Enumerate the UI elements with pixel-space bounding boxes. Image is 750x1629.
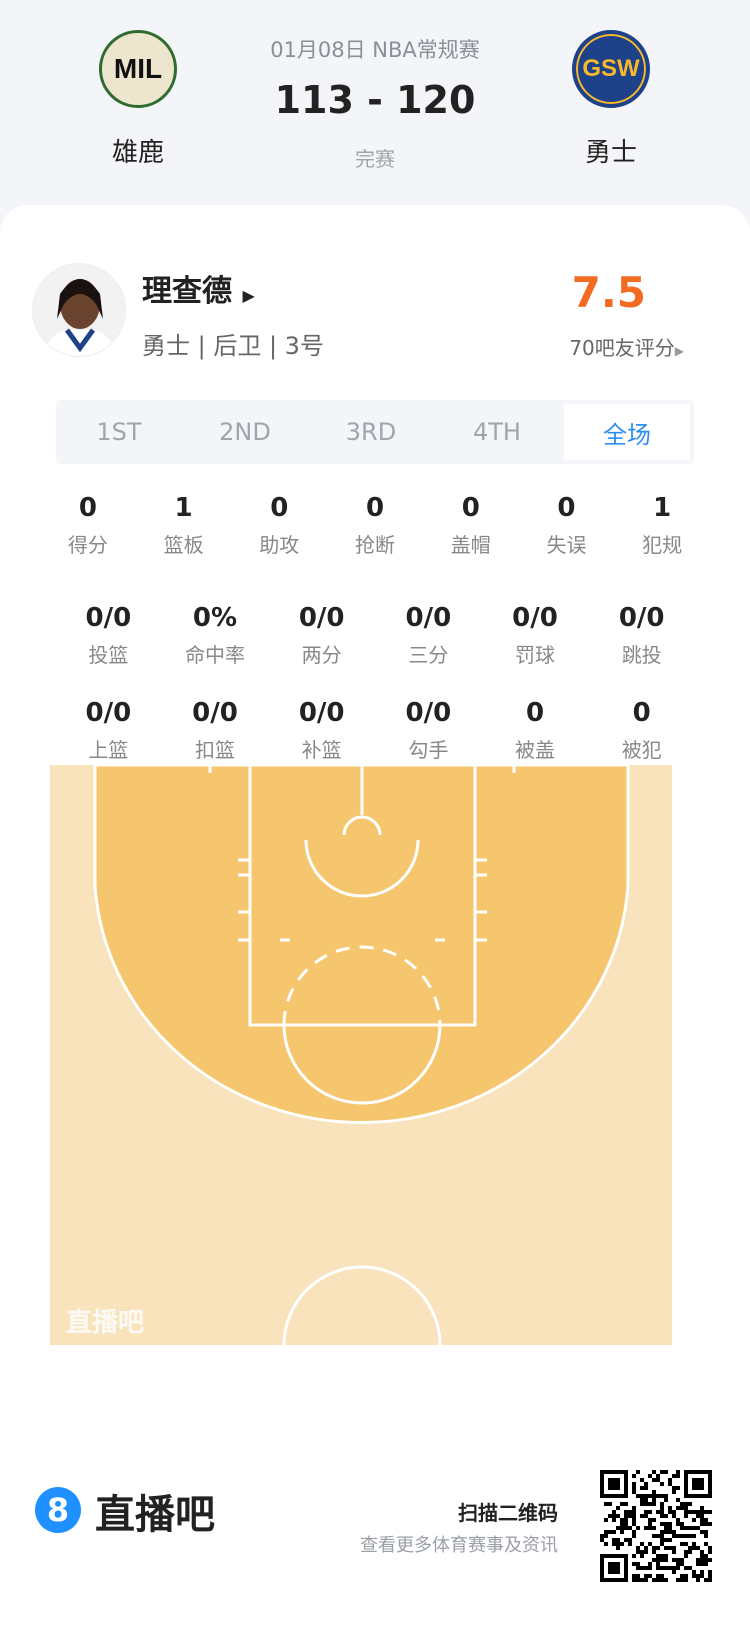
stat-label: 被犯 <box>621 738 662 762</box>
stat-dunk: 0/0 扣篮 <box>162 698 269 763</box>
shot-chart-court: 直播吧 <box>50 765 672 1345</box>
match-status: 完赛 <box>355 147 395 171</box>
stat-value: 0 <box>557 493 576 523</box>
player-rating: 7.5 <box>571 268 646 317</box>
stat-2pt: 0/0 两分 <box>268 603 375 668</box>
brand-logo-icon: 8 <box>35 1487 81 1533</box>
stat-label: 被盖 <box>515 738 556 762</box>
tab-1st[interactable]: 1ST <box>96 418 142 446</box>
stat-label: 得分 <box>67 533 108 557</box>
stats-row-shot-types: 0/0 上篮 0/0 扣篮 0/0 补篮 0/0 勾手 0 被盖 0 被犯 <box>55 698 695 763</box>
tab-4th[interactable]: 4TH <box>473 418 521 446</box>
stat-value: 0/0 <box>192 698 238 728</box>
stat-blocks: 0 盖帽 <box>423 493 519 558</box>
away-team-name[interactable]: 勇士 <box>584 138 637 168</box>
stat-value: 0/0 <box>85 603 132 633</box>
tab-2nd[interactable]: 2ND <box>219 418 271 446</box>
stat-value: 0/0 <box>512 603 558 633</box>
stat-label: 跳投 <box>621 643 662 667</box>
gsw-team-logo[interactable]: GSW <box>572 30 650 108</box>
stat-label: 犯规 <box>642 533 683 557</box>
stats-row-basic: 0 得分 1 篮板 0 助攻 0 抢断 0 盖帽 0 失误 1 犯规 <box>40 493 710 558</box>
restricted-area-arc <box>304 839 420 898</box>
period-tabs: 1ST 2ND 3RD 4TH 全场 <box>56 400 694 464</box>
match-score: 113 - 120 <box>274 78 476 122</box>
player-info: 勇士 | 后卫 | 3号 <box>142 332 324 360</box>
stat-points: 0 得分 <box>40 493 136 558</box>
stat-layup: 0/0 上篮 <box>55 698 162 763</box>
stat-value: 0/0 <box>618 603 665 633</box>
hoop <box>342 815 382 836</box>
home-team-name[interactable]: 雄鹿 <box>111 138 164 168</box>
court-watermark: 直播吧 <box>66 1308 144 1338</box>
stat-ft: 0/0 罚球 <box>482 603 589 668</box>
stat-label: 失误 <box>546 533 587 557</box>
stat-label: 扣篮 <box>195 738 235 762</box>
stat-label: 上篮 <box>88 738 129 762</box>
qr-code[interactable] <box>600 1470 712 1582</box>
stat-fouls: 1 犯规 <box>614 493 710 558</box>
rating-link[interactable]: 70吧友评分▶ <box>569 332 684 361</box>
paint-lane <box>248 765 477 1027</box>
player-name-link[interactable]: 理查德 ▶ <box>142 266 255 310</box>
away-abbr: GSW <box>582 55 640 82</box>
stats-row-shooting: 0/0 投篮 0% 命中率 0/0 两分 0/0 三分 0/0 罚球 0/0 跳投 <box>55 603 695 668</box>
stat-value: 0/0 <box>298 603 345 633</box>
home-abbr: MIL <box>113 53 163 84</box>
stat-value: 0 <box>461 493 480 523</box>
stat-label: 抢断 <box>355 533 396 557</box>
stat-rebounds: 1 篮板 <box>136 493 232 558</box>
stat-label: 补篮 <box>301 738 342 762</box>
stat-value: 0/0 <box>85 698 132 728</box>
stat-label: 两分 <box>301 643 342 667</box>
stat-value: 1 <box>653 493 672 523</box>
stat-label: 助攻 <box>259 533 300 557</box>
center-circle <box>282 1265 442 1345</box>
stat-fg-pct: 0% 命中率 <box>162 603 269 668</box>
stat-label: 投篮 <box>88 643 129 667</box>
caret-right-icon: ▶ <box>242 286 255 305</box>
stat-jumpshot: 0/0 跳投 <box>588 603 695 668</box>
stat-assists: 0 助攻 <box>231 493 327 558</box>
three-point-area <box>93 765 630 1125</box>
stat-fg: 0/0 投篮 <box>55 603 162 668</box>
rating-label: 70吧友评分 <box>569 336 675 360</box>
stat-label: 三分 <box>408 643 449 667</box>
stat-value: 0 <box>365 493 385 523</box>
stat-hook: 0/0 勾手 <box>375 698 482 763</box>
stat-3pt: 0/0 三分 <box>375 603 482 668</box>
lane-hash-marks <box>208 765 516 942</box>
stat-value: 1 <box>174 493 193 523</box>
stat-value: 0 <box>78 493 97 523</box>
player-name: 理查德 <box>142 274 232 309</box>
stat-fouled: 0 被犯 <box>588 698 695 763</box>
stat-steals: 0 抢断 <box>327 493 423 558</box>
stat-label: 盖帽 <box>450 533 491 557</box>
stat-value: 0 <box>525 698 545 728</box>
player-avatar[interactable] <box>32 263 126 357</box>
stat-value: 0/0 <box>405 698 452 728</box>
scan-qr-title: 扫描二维码 <box>458 1501 558 1525</box>
stat-label: 勾手 <box>408 738 449 762</box>
stat-value: 0/0 <box>298 698 345 728</box>
stat-blocked: 0 被盖 <box>482 698 589 763</box>
scan-qr-subtitle: 查看更多体育赛事及资讯 <box>360 1535 558 1556</box>
stat-label: 篮板 <box>163 533 204 557</box>
stat-tipin: 0/0 补篮 <box>268 698 375 763</box>
stat-label: 罚球 <box>515 643 556 667</box>
brand-name: 直播吧 <box>95 1492 215 1538</box>
stat-value: 0% <box>192 603 238 633</box>
tab-3rd[interactable]: 3RD <box>345 418 397 446</box>
stat-value: 0/0 <box>405 603 452 633</box>
mil-team-logo[interactable]: MIL <box>99 30 177 108</box>
stat-value: 0 <box>632 698 651 728</box>
stat-turnovers: 0 失误 <box>519 493 615 558</box>
free-throw-circle-bottom <box>282 1024 442 1105</box>
tab-full-game[interactable]: 全场 <box>564 404 690 460</box>
free-throw-circle-top <box>282 945 442 1026</box>
stat-value: 0 <box>270 493 289 523</box>
caret-right-icon: ▶ <box>674 344 684 358</box>
stat-label: 命中率 <box>185 643 245 667</box>
match-date-league: 01月08日 NBA常规赛 <box>270 38 480 62</box>
